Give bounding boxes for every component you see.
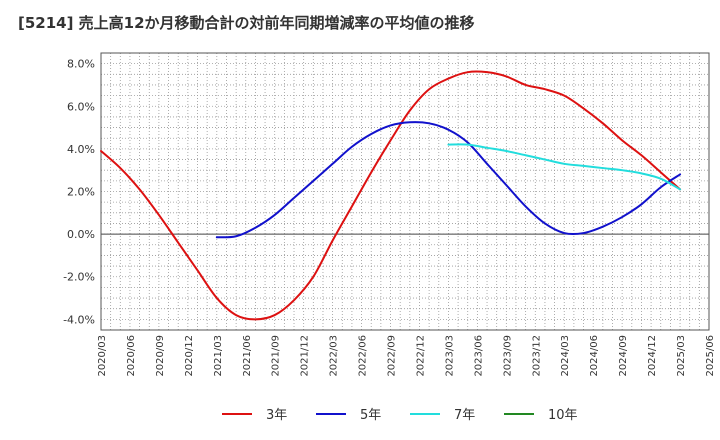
series-lines <box>100 70 682 321</box>
x-tick-label: 2022/06 <box>358 335 369 377</box>
legend-label-3: 7年 <box>454 408 475 423</box>
series-line-3 <box>447 143 682 191</box>
y-tick-label: -4.0% <box>63 313 95 326</box>
y-tick-label: -2.0% <box>63 271 95 284</box>
x-tick-label: 2020/12 <box>184 335 195 377</box>
y-tick-label: 2.0% <box>67 186 95 199</box>
x-axis-ticks: 2020/03 2020/06 2020/09 2020/12 2021/03 2021/… <box>97 335 716 377</box>
x-tick-label: 2022/03 <box>329 335 340 377</box>
x-tick-label: 2024/06 <box>589 335 600 377</box>
series-line-2 <box>215 121 682 239</box>
legend-label-4: 10年 <box>548 408 578 423</box>
x-tick-label: 2024/09 <box>618 335 629 377</box>
x-tick-label: 2022/09 <box>387 335 398 377</box>
x-tick-label: 2021/09 <box>271 335 282 377</box>
x-tick-label: 2023/09 <box>502 335 513 377</box>
x-tick-label: 2024/03 <box>560 335 571 377</box>
x-tick-label: 2020/03 <box>97 335 108 377</box>
y-axis-ticks: -4.0% -2.0% 0.0% 2.0% 4.0% 6.0% 8.0% <box>63 58 95 327</box>
series-line-1 <box>100 70 682 321</box>
x-tick-label: 2024/12 <box>647 335 658 377</box>
x-tick-label: 2020/06 <box>126 335 137 377</box>
x-tick-label: 2021/03 <box>213 335 224 377</box>
grid-lines <box>100 52 710 331</box>
legend-label-2: 5年 <box>360 408 381 423</box>
chart-title: [5214] 売上高12か月移動合計の対前年同期増減率の平均値の推移 <box>18 14 475 32</box>
y-tick-label: 6.0% <box>67 100 95 113</box>
y-tick-label: 4.0% <box>67 143 95 156</box>
x-tick-label: 2025/06 <box>705 335 716 377</box>
x-tick-label: 2023/12 <box>531 335 542 377</box>
x-tick-label: 2020/09 <box>155 335 166 377</box>
x-tick-label: 2025/03 <box>676 335 687 377</box>
x-tick-label: 2023/03 <box>444 335 455 377</box>
x-tick-label: 2021/12 <box>300 335 311 377</box>
plot-border <box>100 52 710 331</box>
x-tick-label: 2021/06 <box>242 335 253 377</box>
x-tick-label: 2022/12 <box>415 335 426 377</box>
y-tick-label: 0.0% <box>67 228 95 241</box>
legend-label-1: 3年 <box>266 408 287 423</box>
y-tick-label: 8.0% <box>67 58 95 71</box>
legend: 3年 5年 7年 10年 <box>222 408 578 423</box>
x-tick-label: 2023/06 <box>473 335 484 377</box>
